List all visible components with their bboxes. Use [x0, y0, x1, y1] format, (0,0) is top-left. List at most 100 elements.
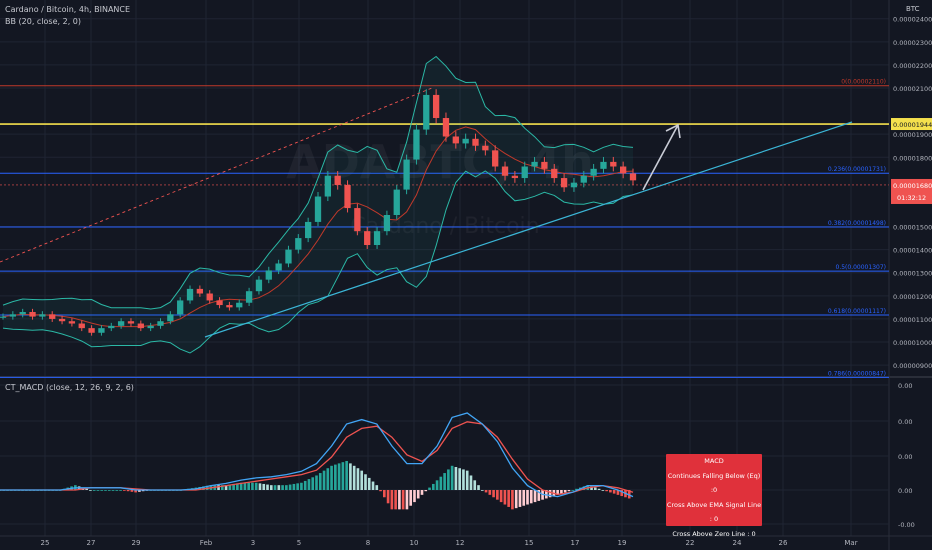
symbol-legend[interactable]: Cardano / Bitcoin, 4h, BINANCE [5, 5, 131, 14]
candle-body [78, 323, 85, 329]
macd-histogram-bar [627, 490, 631, 499]
macd-histogram-bar [477, 485, 480, 490]
macd-histogram-bar [424, 490, 428, 492]
macd-histogram-bar [450, 465, 454, 490]
time-tick-label: 17 [571, 539, 580, 547]
candle-body [68, 321, 76, 324]
macd-histogram-bar [590, 486, 593, 490]
macd-histogram-bar [254, 482, 258, 490]
macd-histogram-bar [465, 470, 469, 490]
candle-body [610, 161, 617, 167]
fib-label: 0(0.00002110) [841, 79, 886, 86]
macd-box-line: Continues Falling Below (Eq) :0 [667, 471, 761, 495]
candle-body [452, 136, 459, 144]
macd-histogram-bar [89, 490, 92, 491]
candle-body [373, 231, 381, 246]
fib-label: 0.5(0.00001307) [836, 264, 887, 271]
macd-histogram-bar [296, 483, 299, 490]
macd-histogram-bar [266, 484, 269, 490]
candle-body [600, 161, 607, 169]
macd-histogram-bar [431, 483, 435, 490]
macd-histogram-bar [300, 482, 303, 490]
macd-histogram-bar [285, 485, 288, 490]
candle-body [344, 184, 351, 209]
macd-legend[interactable]: CT_MACD (close, 12, 26, 9, 2, 6) [5, 383, 134, 392]
macd-histogram-bar [571, 490, 575, 491]
time-tick-label: 24 [733, 539, 742, 547]
macd-histogram-bar [488, 490, 492, 495]
candle-body [305, 221, 312, 239]
macd-histogram-bar [330, 465, 333, 490]
macd-histogram-bar [138, 490, 141, 492]
macd-histogram-bar [398, 490, 401, 510]
macd-histogram-bar [529, 490, 533, 504]
macd-histogram-bar [337, 463, 341, 490]
price-tick-label: 0.00001500 [893, 224, 932, 232]
macd-histogram-bar [315, 475, 318, 490]
time-axis: 25 27 29 Feb 3 5 8 10 12 15 17 19 22 24 26 Mar [41, 539, 858, 547]
candle-body [482, 145, 489, 151]
candle-body [39, 314, 46, 317]
candle-body [620, 166, 627, 174]
macd-histogram-bar [462, 469, 465, 490]
macd-histogram-bar [251, 482, 254, 490]
last-price-tag [891, 178, 932, 204]
time-tick-label: 29 [132, 539, 141, 547]
candle-body [492, 150, 499, 167]
macd-histogram-bar [548, 490, 552, 498]
macd-histogram-bar [356, 468, 360, 490]
macd-histogram-bar [111, 490, 115, 491]
macd-histogram-bar [360, 470, 364, 490]
candle-body [314, 196, 322, 222]
macd-histogram-bar [119, 490, 122, 491]
candle-body [117, 321, 125, 326]
macd-histogram-bar [560, 490, 563, 494]
candle-body [236, 302, 243, 308]
candle-body [432, 94, 440, 119]
macd-histogram-bar [349, 463, 352, 490]
macd-histogram-bar [115, 490, 119, 491]
candle-body [127, 321, 135, 324]
bb-legend[interactable]: BB (20, close, 2, 0) [5, 17, 81, 26]
candle-body [255, 279, 263, 292]
candle-body [423, 94, 430, 130]
currency-label: BTC [906, 5, 920, 13]
candle-body [531, 161, 538, 167]
time-tick-label: 22 [686, 539, 695, 547]
macd-histogram-bar [443, 473, 446, 490]
macd-histogram-bar [126, 490, 130, 492]
candle-body [226, 305, 233, 308]
time-tick-label: 26 [779, 539, 788, 547]
macd-histogram-bar [92, 490, 96, 491]
candle-body [629, 173, 637, 181]
macd-histogram-bar [322, 470, 326, 490]
candle-body [0, 316, 7, 318]
macd-histogram-bar [100, 490, 104, 491]
candle-body [88, 328, 95, 333]
macd-histogram-bar [281, 485, 284, 490]
macd-histogram-bar [371, 481, 375, 490]
time-tick-label: Feb [200, 539, 213, 547]
macd-histogram-bar [545, 490, 548, 499]
macd-line [0, 412, 634, 498]
macd-histogram-bar [394, 490, 397, 510]
macd-histogram-bar [383, 490, 386, 498]
macd-histogram-bar [616, 490, 620, 495]
macd-histogram-bar [334, 464, 337, 490]
candle-body [393, 189, 400, 215]
macd-histogram-bar [594, 487, 597, 490]
macd-histogram-bar [123, 490, 126, 491]
price-tick-label: 0.00001200 [893, 293, 932, 301]
candle-body [295, 238, 302, 250]
macd-panel [0, 412, 634, 510]
macd-histogram-bar [352, 465, 356, 490]
projection-arrow [642, 124, 679, 191]
macd-box-line: Cross Above Zero Line : 0 [672, 529, 756, 538]
macd-histogram-bar [318, 473, 322, 490]
candle-body [521, 166, 528, 179]
price-tick-label: 0.00002400 [893, 16, 932, 24]
macd-histogram-bar [130, 490, 134, 492]
macd-histogram-bar [612, 490, 616, 494]
macd-histogram-bar [96, 490, 100, 491]
macd-histogram-bar [597, 488, 601, 490]
